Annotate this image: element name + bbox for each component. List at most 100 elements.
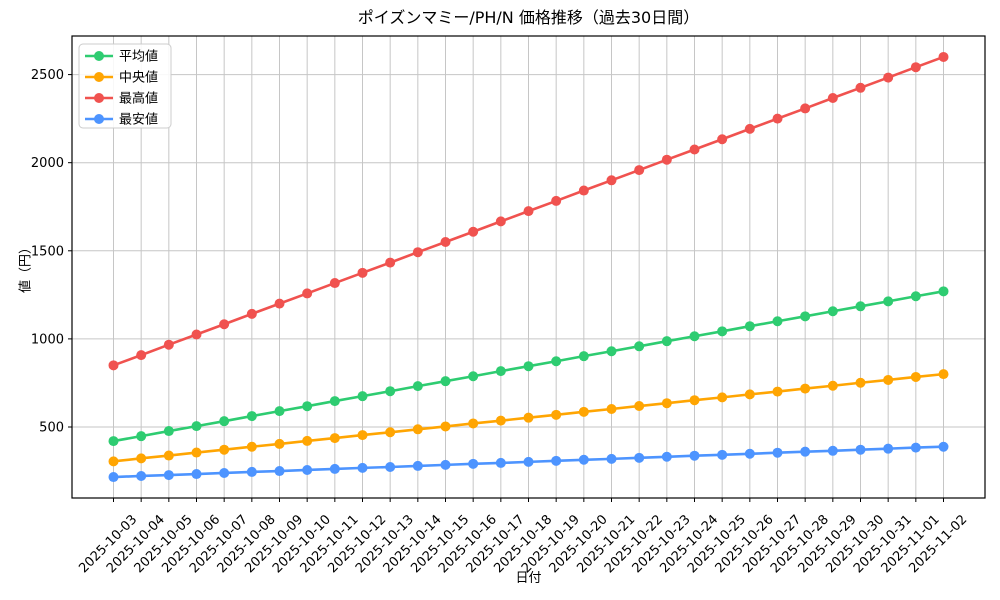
legend-item-mean: 平均値 [85,49,158,65]
series-marker-mean [883,296,894,307]
series-marker-mean [495,366,506,377]
series-marker-median [606,404,617,415]
series-marker-max [468,226,479,237]
series-marker-median [883,374,894,385]
series-marker-max [606,175,617,186]
series-marker-median [634,401,645,412]
series-marker-min [938,441,949,452]
legend-item-median: 中央値 [85,70,158,86]
series-marker-mean [191,421,202,432]
series-marker-min [523,456,534,467]
series-marker-mean [661,336,672,347]
series-marker-median [246,441,257,452]
series-mean [108,286,949,447]
series-marker-min [772,447,783,458]
series-marker-mean [634,341,645,352]
series-marker-median [385,427,396,438]
series-marker-max [827,93,838,104]
series-marker-min [246,466,257,477]
series-marker-mean [744,321,755,332]
series-marker-min [883,443,894,454]
series-marker-median [772,386,783,397]
series-marker-mean [523,361,534,372]
series-marker-max [108,360,119,371]
series-marker-median [523,412,534,423]
y-tick-label: 2000 [31,156,64,171]
series-marker-max [495,216,506,227]
series-marker-max [689,144,700,155]
series-marker-mean [938,286,949,297]
series-marker-max [412,247,423,258]
series-marker-median [440,421,451,432]
series-marker-median [163,450,174,461]
series-marker-min [329,463,340,474]
series-marker-min [191,469,202,480]
series-marker-median [578,406,589,417]
series-marker-max [772,113,783,124]
legend-marker [94,93,104,103]
series-marker-mean [136,431,147,442]
series-marker-median [910,371,921,382]
series-marker-max [634,165,645,176]
series-marker-min [661,451,672,462]
series-marker-min [357,462,368,473]
series-marker-min [606,453,617,464]
y-tick-label: 500 [39,420,64,435]
series-marker-max [717,134,728,145]
series-marker-max [551,195,562,206]
series-marker-median [689,395,700,406]
series-marker-median [357,430,368,441]
series-marker-min [440,459,451,470]
series-marker-median [329,433,340,444]
series-marker-min [163,470,174,481]
series-marker-mean [910,291,921,302]
y-tick-label: 1500 [31,244,64,259]
series-marker-max [191,329,202,340]
legend-marker [94,72,104,82]
series-marker-min [578,454,589,465]
series-marker-median [412,424,423,435]
series-marker-min [274,466,285,477]
series-marker-min [108,472,119,483]
legend-label: 最高値 [119,91,158,107]
series-median [108,369,949,467]
series-marker-min [717,449,728,460]
series-marker-mean [357,391,368,402]
series-marker-mean [772,316,783,327]
series-marker-mean [689,331,700,342]
series-marker-mean [219,416,230,427]
series-marker-mean [246,411,257,422]
legend-marker [94,51,104,61]
series-marker-mean [440,376,451,387]
series-marker-median [717,392,728,403]
series-marker-min [495,457,506,468]
series-marker-mean [163,426,174,437]
series-marker-median [495,415,506,426]
series-marker-min [412,460,423,471]
series-marker-median [274,438,285,449]
chart-title: ポイズンマミー/PH/N 価格推移（過去30日間） [357,8,700,27]
series-marker-max [385,257,396,268]
series-marker-median [302,435,313,446]
y-tick-label: 2500 [31,68,64,83]
series-marker-min [827,445,838,456]
series-marker-median [938,369,949,380]
series-marker-max [357,267,368,278]
series-marker-mean [578,351,589,362]
series-marker-min [800,446,811,457]
plot-border [71,35,986,499]
legend-label: 最安値 [119,112,158,128]
series-marker-max [136,350,147,361]
series-marker-median [800,383,811,394]
series-max [108,51,949,371]
series-marker-mean [855,301,866,312]
series-marker-max [744,123,755,134]
series-marker-median [108,456,119,467]
series-marker-min [855,444,866,455]
series-marker-mean [108,436,119,447]
series-marker-min [136,470,147,481]
series-marker-max [163,339,174,350]
